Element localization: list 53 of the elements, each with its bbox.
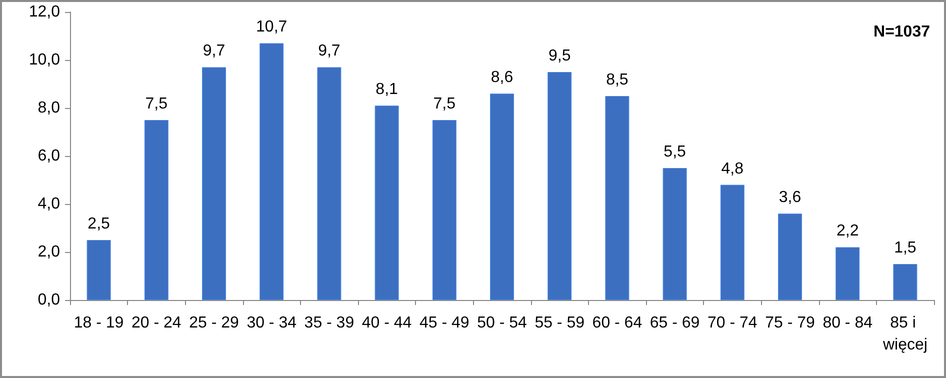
bar — [490, 94, 514, 300]
bar — [144, 120, 168, 300]
x-tick-label: 20 - 24 — [131, 314, 182, 332]
x-tick-label: 30 - 34 — [246, 314, 297, 332]
x-tick-label: 45 - 49 — [419, 314, 470, 332]
data-label: 8,1 — [376, 81, 398, 98]
data-label: 8,5 — [606, 72, 628, 88]
bar — [317, 67, 342, 300]
x-tick-label: 50 - 54 — [477, 314, 528, 332]
data-label: 10,7 — [256, 18, 288, 36]
data-label: 3,6 — [778, 189, 802, 206]
annotation: N=1037 — [874, 24, 930, 40]
y-tick-label: 8,0 — [38, 100, 60, 116]
data-label: 2,5 — [88, 216, 110, 232]
x-tick-label: 65 - 69 — [650, 314, 700, 332]
x-tick-label: 75 - 79 — [765, 314, 816, 332]
bar — [662, 168, 687, 300]
data-label: 9,7 — [318, 42, 340, 60]
x-tick-label: 70 - 74 — [707, 314, 758, 332]
bar — [778, 214, 802, 300]
x-tick-label: 18 - 19 — [74, 314, 124, 332]
y-tick-label: 4,0 — [38, 196, 60, 212]
bar — [605, 96, 630, 300]
y-tick-label: 0,0 — [38, 292, 60, 308]
data-label: 8,6 — [490, 69, 514, 86]
x-tick-label: 60 - 64 — [592, 314, 642, 332]
data-label: 2,2 — [836, 222, 859, 240]
x-tick-label: 85 i więcej — [882, 314, 928, 354]
y-tick-label: 12,0 — [28, 4, 60, 20]
x-tick-label: 25 - 29 — [189, 314, 240, 332]
x-tick-label: 40 - 44 — [362, 314, 412, 332]
data-label: 5,5 — [664, 144, 686, 160]
bar — [548, 72, 572, 300]
bar — [893, 264, 918, 300]
bar — [720, 184, 744, 300]
data-label: 7,5 — [145, 96, 168, 112]
x-tick-label: 55 - 59 — [534, 314, 585, 332]
data-label: 4,8 — [721, 160, 744, 178]
data-label: 7,5 — [433, 96, 456, 112]
y-tick-label: 10,0 — [28, 52, 60, 68]
bar — [202, 67, 226, 300]
data-label: 1,5 — [894, 240, 916, 256]
bar — [836, 247, 860, 300]
data-label: 9,7 — [202, 42, 226, 60]
bar — [432, 120, 456, 300]
data-label: 9,5 — [548, 48, 571, 64]
bar — [86, 240, 111, 300]
bar — [374, 106, 399, 300]
bar — [260, 43, 284, 300]
x-tick-label: 80 - 84 — [822, 314, 873, 332]
x-tick-label: 35 - 39 — [304, 314, 354, 332]
y-tick-label: 2,0 — [38, 244, 60, 260]
y-tick-label: 6,0 — [38, 148, 60, 164]
